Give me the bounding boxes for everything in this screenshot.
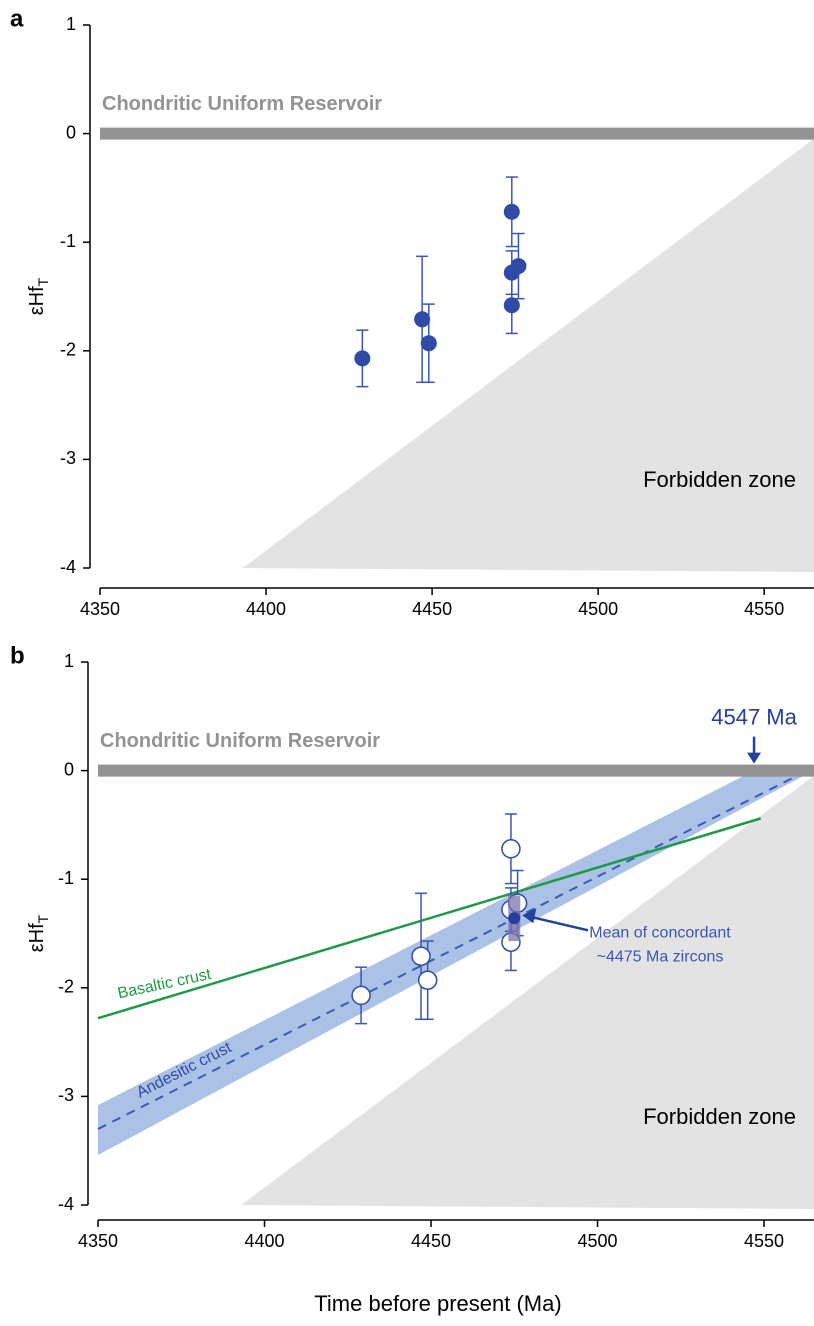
plot-area: [97, 764, 814, 1209]
y-label-main: εHf: [26, 286, 48, 315]
crust-line: [97, 817, 762, 1020]
y-tick-label: -2: [60, 340, 76, 360]
y-tick-label: 0: [66, 122, 76, 142]
y-axis-label: εHfT: [26, 277, 50, 315]
data-point: [510, 258, 527, 275]
data-point: [420, 335, 437, 352]
y-label-sub: T: [35, 914, 51, 923]
panel-letter: b: [10, 642, 25, 669]
y-tick-label: -3: [60, 448, 76, 468]
x-tick-label: 4350: [80, 599, 120, 619]
plot-area: [100, 127, 814, 572]
y-tick-label: 1: [64, 651, 74, 671]
x-tick-label: 4550: [744, 1231, 784, 1251]
data-point: [503, 203, 520, 220]
y-tick-label: 1: [66, 14, 76, 34]
y-tick-label: -1: [58, 868, 74, 888]
chur-label: Chondritic Uniform Reservoir: [100, 730, 380, 752]
mean-label: ~4475 Ma zircons: [597, 949, 724, 966]
mean-point: [508, 912, 521, 925]
x-tick-label: 4350: [78, 1231, 118, 1251]
panel: a Forbidden zone Chondritic Uniform Reserv…: [10, 5, 814, 619]
data-point: [501, 839, 521, 859]
x-tick-label: 4500: [578, 1231, 618, 1251]
y-tick-label: 0: [64, 759, 74, 779]
y-axis-label: εHfT: [26, 914, 50, 952]
y-tick-label: -4: [58, 1194, 74, 1214]
data-point: [417, 970, 438, 990]
data-point: [354, 350, 371, 367]
data-point: [503, 297, 520, 314]
andesitic-center: [97, 769, 808, 1130]
x-tick-label: 4450: [412, 599, 452, 619]
panel-letter: a: [10, 5, 24, 32]
forbidden-label: Forbidden zone: [643, 1104, 796, 1129]
forbidden-zone: [241, 775, 814, 1209]
y-tick-label: -3: [58, 1085, 74, 1105]
chur-label: Chondritic Uniform Reservoir: [102, 93, 382, 115]
mean-arrow: [527, 915, 589, 932]
x-axis-label: Time before present (Ma): [314, 1291, 561, 1316]
x-tick-label: 4550: [744, 599, 784, 619]
x-tick-label: 4450: [411, 1231, 451, 1251]
y-tick-label: -4: [60, 557, 76, 577]
x-tick-label: 4400: [244, 1231, 284, 1251]
age-arrowhead: [747, 752, 762, 764]
data-point: [411, 946, 431, 967]
forbidden-zone: [242, 138, 814, 572]
forbidden-label: Forbidden zone: [643, 467, 796, 492]
data-point: [351, 985, 371, 1006]
age-label: 4547 Ma: [711, 704, 797, 729]
mean-label: Mean of concordant: [589, 925, 731, 942]
mean-arrowhead: [522, 908, 537, 924]
y-tick-label: -2: [58, 977, 74, 997]
y-label-main: εHf: [26, 923, 48, 952]
data-point: [414, 311, 431, 328]
y-label-sub: T: [35, 277, 51, 286]
x-tick-label: 4400: [246, 599, 286, 619]
x-tick-label: 4500: [578, 599, 618, 619]
y-tick-label: -1: [60, 231, 76, 251]
